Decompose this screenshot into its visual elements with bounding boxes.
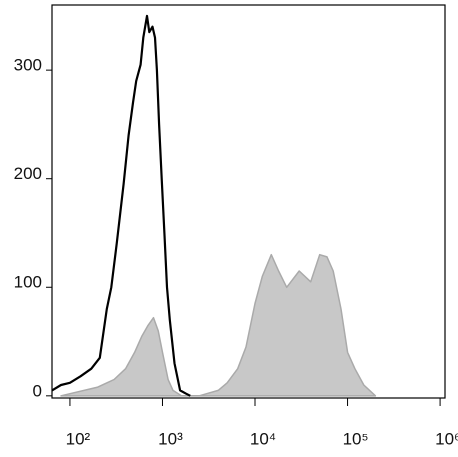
y-tick-label: 300: [14, 56, 42, 75]
x-tick-label: 10⁶: [435, 429, 458, 448]
x-tick-label: 10²: [66, 429, 91, 448]
x-tick-label: 10⁵: [343, 429, 369, 448]
y-tick-label: 100: [14, 273, 42, 292]
plot-frame: [51, 4, 446, 399]
histogram-line: [51, 14, 191, 397]
x-tick-label: 10³: [158, 429, 183, 448]
y-tick-label: 0: [33, 381, 42, 400]
histogram-area: [60, 253, 377, 397]
y-tick-label: 200: [14, 164, 42, 183]
x-tick-label: 10⁴: [250, 429, 276, 448]
